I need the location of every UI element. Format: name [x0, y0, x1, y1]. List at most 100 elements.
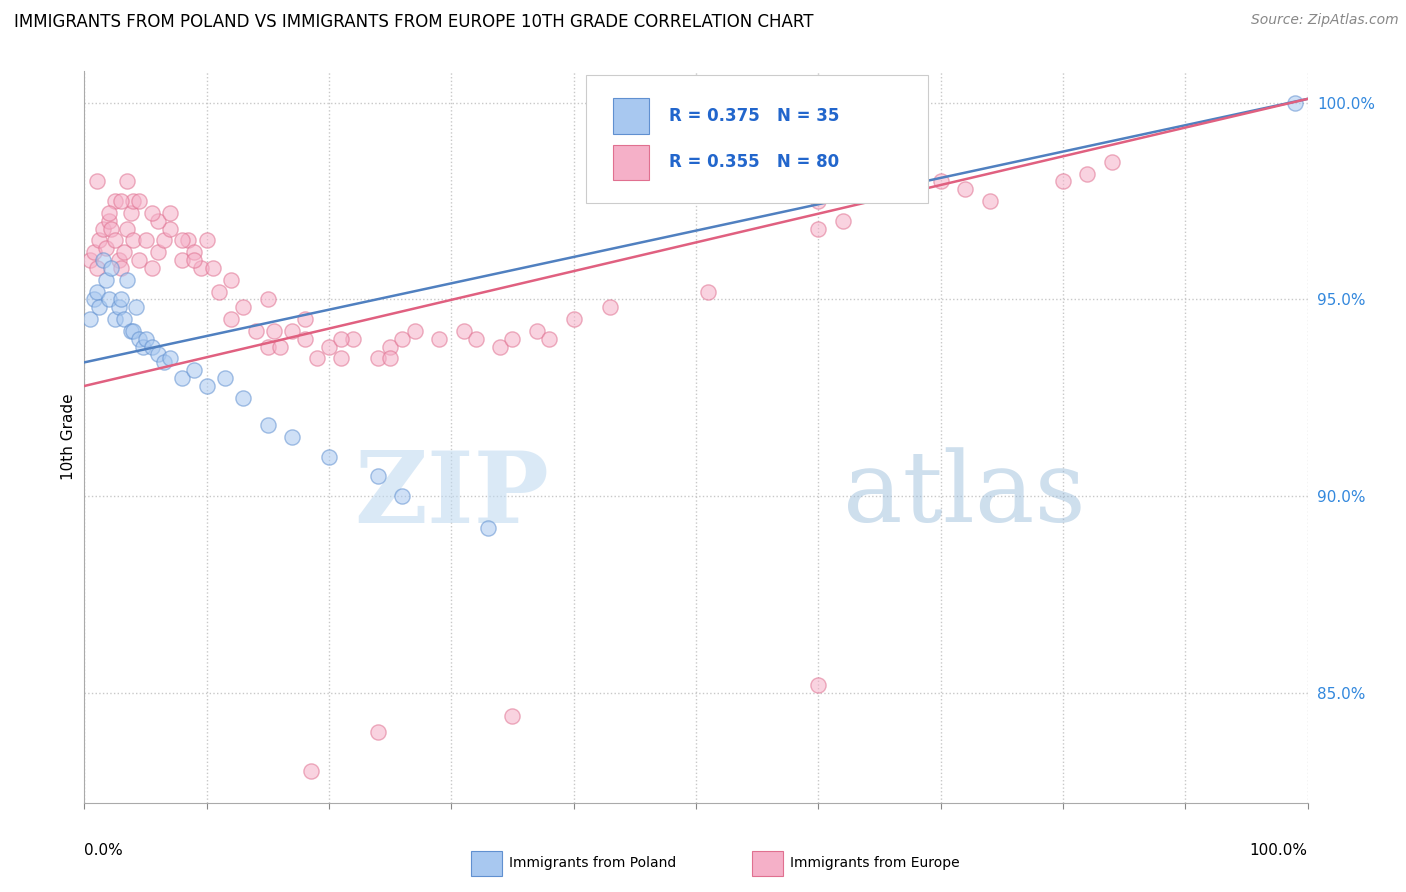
Point [453, 324, 475, 338]
Point [391, 332, 413, 346]
Point [294, 332, 316, 346]
Point [83, 245, 105, 260]
Point [299, 764, 322, 779]
Point [183, 253, 205, 268]
Point [501, 332, 523, 346]
Point [86, 174, 108, 188]
Point [104, 234, 127, 248]
Point [219, 312, 242, 326]
Point [146, 214, 169, 228]
Point [305, 351, 328, 366]
Point [195, 379, 218, 393]
Point [831, 214, 853, 228]
Point [135, 332, 157, 346]
Point [257, 293, 280, 307]
Point [380, 340, 402, 354]
Point [318, 450, 340, 464]
Point [122, 234, 145, 248]
Point [146, 245, 169, 260]
Point [128, 332, 150, 346]
Point [318, 340, 340, 354]
Point [91, 221, 114, 235]
Point [120, 324, 142, 338]
Point [342, 332, 364, 346]
Point [232, 301, 254, 315]
Point [214, 371, 236, 385]
Point [115, 273, 138, 287]
Point [146, 347, 169, 361]
Point [159, 351, 181, 366]
Point [269, 340, 291, 354]
Text: 0.0%: 0.0% [84, 843, 124, 858]
Point [128, 194, 150, 208]
Point [104, 312, 127, 326]
Point [380, 351, 402, 366]
Point [87, 301, 110, 315]
Point [263, 324, 285, 338]
Point [141, 260, 163, 275]
Point [953, 182, 976, 196]
Point [153, 355, 176, 369]
Point [807, 678, 830, 692]
Point [159, 206, 181, 220]
Point [208, 285, 231, 299]
Point [929, 174, 952, 188]
Point [219, 273, 242, 287]
Point [489, 340, 512, 354]
Point [125, 301, 148, 315]
Point [404, 324, 426, 338]
Text: atlas: atlas [842, 448, 1085, 543]
FancyBboxPatch shape [613, 145, 650, 179]
Point [159, 221, 181, 235]
Point [104, 194, 127, 208]
Point [110, 194, 132, 208]
Point [464, 332, 486, 346]
Point [110, 293, 132, 307]
Point [183, 363, 205, 377]
Point [257, 340, 280, 354]
Point [87, 234, 110, 248]
Point [97, 293, 120, 307]
Point [110, 260, 132, 275]
Text: R = 0.375   N = 35: R = 0.375 N = 35 [669, 107, 839, 125]
Point [100, 260, 122, 275]
Point [107, 301, 129, 315]
Point [122, 194, 145, 208]
Point [367, 725, 389, 739]
Point [1284, 95, 1306, 110]
Point [807, 194, 830, 208]
Point [79, 253, 101, 268]
Point [1076, 167, 1098, 181]
Point [391, 489, 413, 503]
Point [79, 312, 101, 326]
Point [979, 194, 1001, 208]
Point [128, 253, 150, 268]
Point [281, 324, 304, 338]
Point [86, 260, 108, 275]
Point [177, 234, 200, 248]
Point [115, 221, 138, 235]
Text: R = 0.355   N = 80: R = 0.355 N = 80 [669, 153, 839, 171]
Point [115, 174, 138, 188]
Point [501, 709, 523, 723]
Point [83, 293, 105, 307]
Point [257, 418, 280, 433]
Point [526, 324, 548, 338]
Text: Immigrants from Poland: Immigrants from Poland [509, 856, 676, 871]
Text: Immigrants from Europe: Immigrants from Europe [790, 856, 960, 871]
Point [190, 260, 212, 275]
Point [330, 332, 353, 346]
Point [91, 253, 114, 268]
Point [477, 520, 499, 534]
Point [107, 253, 129, 268]
Point [100, 221, 122, 235]
Point [135, 234, 157, 248]
FancyBboxPatch shape [613, 98, 650, 134]
Point [183, 245, 205, 260]
Point [562, 312, 585, 326]
Point [1052, 174, 1074, 188]
Point [141, 340, 163, 354]
Point [599, 301, 621, 315]
Point [96, 241, 118, 255]
Point [807, 221, 830, 235]
